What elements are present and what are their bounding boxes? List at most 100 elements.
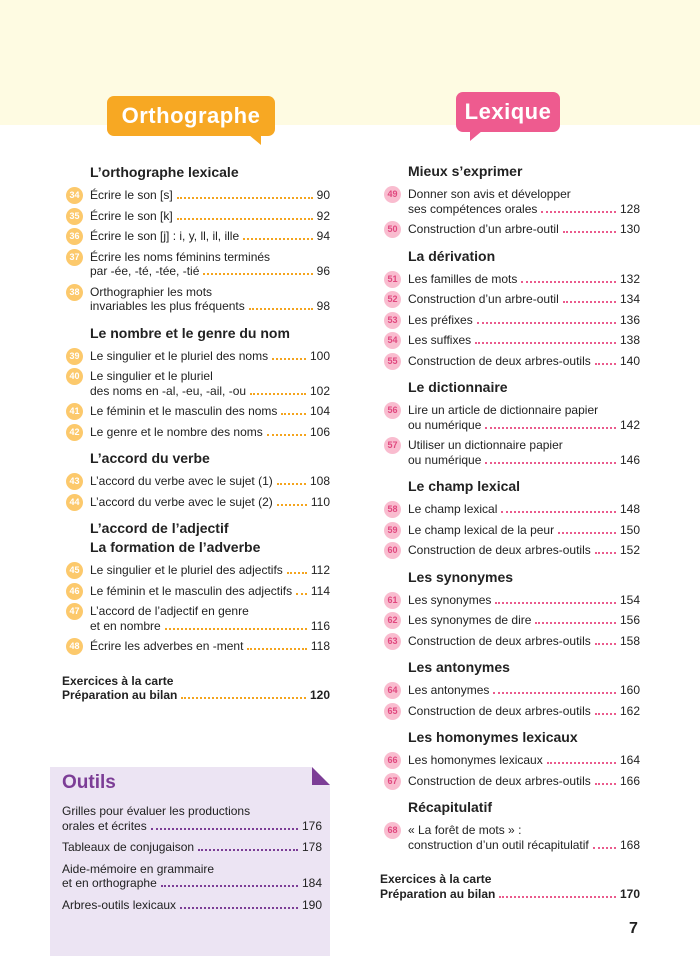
entry-text: Les suffixes [408, 333, 472, 347]
entry-text: Aide-mémoire en grammaire [62, 861, 215, 876]
entry-text: Les synonymes [408, 592, 492, 607]
group-title: Mieux s’exprimer [408, 162, 640, 181]
entry-line: et en orthographe 184 [62, 876, 322, 891]
dot-leader [281, 404, 306, 415]
page-ref: 158 [619, 633, 640, 648]
entry-line: Préparation au bilan 120 [62, 688, 330, 703]
toc-entry: 37 Écrire les noms féminins terminés par -… [62, 248, 330, 279]
tools-box: Outils Grilles pour évaluer les producti… [50, 767, 330, 956]
group-title-line: L’accord du verbe [90, 450, 210, 466]
lesson-number: 42 [66, 423, 83, 441]
entry-text: Arbres-outils lexicaux [62, 897, 177, 912]
dot-leader [541, 202, 616, 213]
toc-entry: 64 Les antonymes 160 [380, 682, 640, 699]
page-ref: 118 [310, 639, 330, 653]
entry-line: L’accord du verbe avec le sujet (2) 110 [90, 495, 330, 510]
entry-line: Construction de deux arbres-outils 166 [408, 774, 640, 789]
page-ref: 170 [619, 886, 640, 901]
entry-text: Grilles pour évaluer les productions [62, 804, 251, 818]
group-title-line: La formation de l’adverbe [90, 539, 261, 555]
entry-text: L’accord de l’adjectif en genre [90, 604, 249, 618]
lesson-number: 41 [66, 403, 83, 420]
lesson-number: 51 [384, 270, 401, 288]
entry-text: et en nombre [90, 618, 161, 633]
entry-text: Exercices à la carte [380, 872, 492, 886]
entry-text: Écrire le son [j] : i, y, ll, il, ille [90, 229, 240, 243]
entry-text: Construction de deux arbres-outils [408, 543, 591, 557]
dot-leader [475, 333, 616, 344]
entry-text: « La forêt de mots » : [408, 823, 522, 837]
page-ref: 140 [619, 353, 640, 368]
entry-text: Les antonymes [408, 683, 490, 697]
entry-text: Le champ lexical de la peur [408, 522, 555, 537]
entry-text: Écrire le son [k] [90, 208, 173, 223]
lesson-number: 58 [384, 501, 401, 518]
toc-column: Grilles pour évaluer les productions oral… [62, 804, 322, 912]
entry-line: des noms en -al, -eu, -ail, -ou 102 [90, 384, 330, 399]
group-title-line: Le dictionnaire [408, 379, 508, 395]
toc-entry: 59 Le champ lexical de la peur 150 [380, 521, 640, 539]
group-title: L’accord de l’adjectif La formation de l’… [90, 519, 330, 557]
page-ref: 98 [316, 299, 330, 313]
dot-leader [501, 502, 616, 513]
toc-entry: 67 Construction de deux arbres-outils 166 [380, 772, 640, 790]
page-ref: 102 [309, 383, 330, 398]
toc-entry: 38 Orthographier les mots invariables les … [62, 283, 330, 314]
entry-text: Écrire les noms féminins terminés [90, 249, 271, 264]
entry-text: Préparation au bilan [62, 688, 178, 702]
entry-text: Exercices à la carte [62, 673, 174, 688]
toc-entry: Aide-mémoire en grammaire et en orthograp… [62, 862, 322, 891]
page-ref: 156 [619, 613, 640, 627]
group-title-line: Les synonymes [408, 568, 514, 585]
entry-line: Les suffixes 138 [408, 333, 640, 348]
entry-line: ou numérique 146 [408, 453, 640, 468]
dot-leader [546, 753, 616, 764]
entry-text: Construction de deux arbres-outils [408, 703, 591, 718]
toc-entry: 47 L’accord de l’adjectif en genre et en n… [62, 603, 330, 633]
lesson-number: 65 [384, 702, 401, 720]
toc-entry: 46 Le féminin et le masculin des adjectif… [62, 582, 330, 600]
page-number: 7 [629, 920, 638, 937]
lesson-number: 44 [66, 493, 83, 511]
page-ref: 164 [619, 753, 640, 767]
dot-leader [493, 683, 616, 694]
page-ref: 134 [619, 292, 640, 306]
entry-text: Le genre et le nombre des noms [90, 424, 263, 439]
page-ref: 106 [309, 424, 330, 439]
page-ref: 154 [619, 592, 640, 607]
page-ref: 166 [619, 773, 640, 788]
footer-entry: Exercices à la carte Préparation au bilan… [62, 674, 330, 703]
lesson-number: 43 [66, 473, 83, 490]
page-ref: 160 [619, 683, 640, 697]
page-ref: 92 [316, 208, 330, 223]
page-ref: 178 [301, 840, 322, 854]
entry-text: Construction de deux arbres-outils [408, 353, 591, 368]
lesson-number: 61 [384, 591, 401, 609]
entry-text: Préparation au bilan [380, 886, 496, 901]
page-ref: 128 [619, 201, 640, 216]
toc-entry: 53 Les préfixes 136 [380, 311, 640, 329]
dot-leader [562, 222, 616, 233]
group-title-line: Le champ lexical [408, 478, 521, 494]
page-ref: 142 [619, 417, 640, 432]
dot-leader [499, 887, 616, 898]
section-tab: Orthographe [107, 96, 275, 145]
dot-leader [203, 264, 313, 275]
dot-leader [594, 354, 616, 365]
toc-entry: 34 Écrire le son [s] 90 [62, 187, 330, 204]
toc-entry: 52 Construction d’un arbre-outil 134 [380, 291, 640, 308]
page-ref: 96 [316, 264, 330, 278]
dot-leader [276, 495, 307, 506]
entry-line: Écrire le son [k] 92 [90, 209, 330, 224]
lesson-number: 68 [384, 822, 401, 839]
entry-text: Construction d’un arbre-outil [408, 292, 559, 306]
entry-line: Construction de deux arbres-outils 162 [408, 704, 640, 719]
dot-leader [535, 613, 616, 624]
toc-entry: 61 Les synonymes 154 [380, 591, 640, 609]
entry-line: Construction de deux arbres-outils 152 [408, 543, 640, 558]
group-title: Les homonymes lexicaux [408, 728, 640, 747]
lesson-number: 34 [66, 187, 83, 204]
group-title-line: L’accord de l’adjectif [90, 520, 229, 536]
lesson-number: 56 [384, 402, 401, 419]
